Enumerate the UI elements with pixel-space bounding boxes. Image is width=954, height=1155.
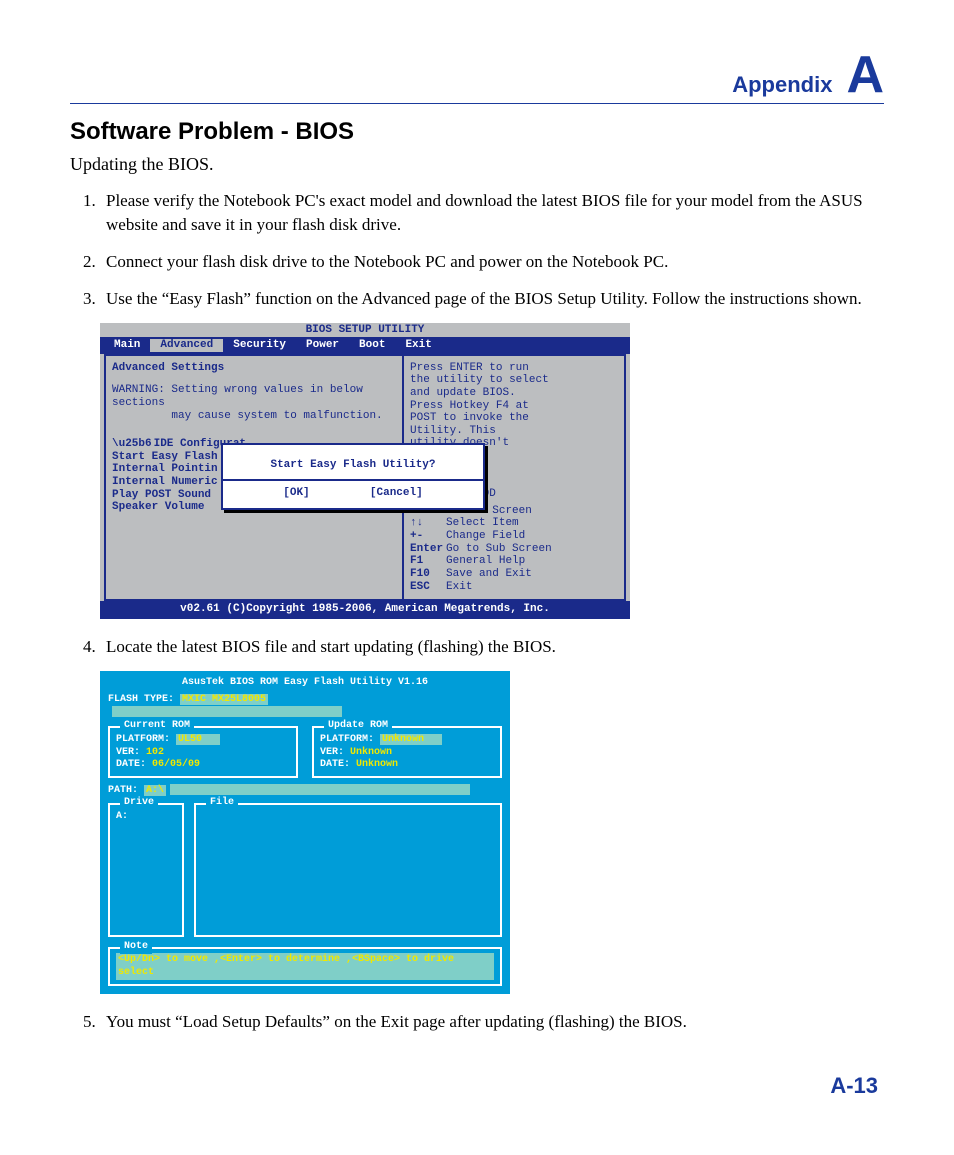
- key-desc: General Help: [446, 555, 525, 567]
- bios-setup-screenshot: BIOS SETUP UTILITY Main Advanced Securit…: [100, 323, 884, 618]
- current-rom-legend: Current ROM: [120, 720, 194, 733]
- help-line: Utility. This: [410, 425, 620, 438]
- plat-label: PLATFORM:: [116, 734, 170, 745]
- note-legend: Note: [120, 941, 152, 954]
- file-box[interactable]: File: [194, 803, 502, 937]
- page-title: Software Problem - BIOS: [70, 118, 884, 146]
- plat-value: UL50: [176, 734, 220, 745]
- ver-label: VER:: [116, 747, 140, 758]
- date-value: 06/05/09: [152, 759, 200, 770]
- key-desc: Save and Exit: [446, 568, 532, 580]
- appendix-label: Appendix: [732, 72, 832, 98]
- page-number: A-13: [830, 1073, 878, 1099]
- key-f1: F1: [410, 555, 446, 568]
- ver-value: Unknown: [350, 747, 392, 758]
- plat-value: Unknown: [380, 734, 442, 745]
- key-desc: Change Field: [446, 530, 525, 542]
- key-desc: Exit: [446, 581, 472, 593]
- flashtype-value: MXIC MX25L8005: [180, 694, 268, 705]
- flash-title: AsusTek BIOS ROM Easy Flash Utility V1.1…: [108, 677, 502, 690]
- help-line: Press ENTER to run: [410, 362, 620, 375]
- menu-security[interactable]: Security: [223, 339, 296, 352]
- help-line: Press Hotkey F4 at: [410, 400, 620, 413]
- step-1: Please verify the Notebook PC's exact mo…: [100, 189, 884, 238]
- key-arrows-ud: ↑↓: [410, 517, 446, 530]
- note-box: Note <Up/Dn> to move ,<Enter> to determi…: [108, 947, 502, 986]
- ver-label: VER:: [320, 747, 344, 758]
- flashtype-label: FLASH TYPE:: [108, 694, 174, 705]
- path-value: A:\: [144, 785, 166, 796]
- key-plusminus: +-: [410, 530, 446, 543]
- step-5: You must “Load Setup Defaults” on the Ex…: [100, 1010, 884, 1035]
- file-legend: File: [206, 797, 238, 810]
- flashtype-bar: [112, 706, 342, 717]
- drive-box[interactable]: Drive A:: [108, 803, 184, 937]
- bios-footer: v02.61 (C)Copyright 1985-2006, American …: [100, 601, 630, 619]
- path-label: PATH:: [108, 785, 138, 796]
- ver-value: 102: [146, 747, 164, 758]
- date-label: DATE:: [320, 759, 350, 770]
- help-line: and update BIOS.: [410, 387, 620, 400]
- menu-boot[interactable]: Boot: [349, 339, 395, 352]
- drive-a[interactable]: A:: [116, 811, 176, 824]
- menu-exit[interactable]: Exit: [395, 339, 441, 352]
- easy-flash-dialog: Start Easy Flash Utility? [OK] [Cancel]: [221, 443, 485, 510]
- cancel-button[interactable]: [Cancel]: [370, 487, 423, 500]
- current-rom-box: Current ROM PLATFORM: UL50 VER: 102 DATE…: [108, 726, 298, 778]
- note-text: <Up/Dn> to move ,<Enter> to determine ,<…: [116, 953, 494, 980]
- page-header: Appendix A: [70, 52, 884, 104]
- key-desc: Go to Sub Screen: [446, 543, 552, 555]
- ok-button[interactable]: [OK]: [283, 487, 309, 500]
- bios-menubar: Main Advanced Security Power Boot Exit: [100, 337, 630, 354]
- update-rom-box: Update ROM PLATFORM: Unknown VER: Unknow…: [312, 726, 502, 778]
- dialog-question: Start Easy Flash Utility?: [223, 445, 483, 480]
- path-bar: [170, 784, 470, 795]
- warning-line2: may cause system to malfunction.: [112, 410, 396, 423]
- date-label: DATE:: [116, 759, 146, 770]
- key-f10: F10: [410, 568, 446, 581]
- menu-main[interactable]: Main: [104, 339, 150, 352]
- step-3: Use the “Easy Flash” function on the Adv…: [100, 287, 884, 312]
- update-rom-legend: Update ROM: [324, 720, 392, 733]
- advanced-settings-heading: Advanced Settings: [112, 362, 396, 375]
- key-esc: ESC: [410, 581, 446, 594]
- appendix-letter: A: [846, 52, 884, 99]
- plat-label: PLATFORM:: [320, 734, 374, 745]
- help-line: POST to invoke the: [410, 412, 620, 425]
- help-line: the utility to select: [410, 374, 620, 387]
- easy-flash-screenshot: AsusTek BIOS ROM Easy Flash Utility V1.1…: [100, 671, 884, 994]
- warning-line1: WARNING: Setting wrong values in below s…: [112, 384, 396, 409]
- triangle-icon: \u25b6: [112, 438, 152, 450]
- bios-title: BIOS SETUP UTILITY: [100, 323, 630, 337]
- key-desc: Select Item: [446, 517, 519, 529]
- step-4: Locate the latest BIOS file and start up…: [100, 635, 884, 660]
- drive-legend: Drive: [120, 797, 158, 810]
- menu-advanced[interactable]: Advanced: [150, 339, 223, 352]
- intro-text: Updating the BIOS.: [70, 154, 884, 175]
- key-enter: Enter: [410, 543, 446, 556]
- menu-power[interactable]: Power: [296, 339, 349, 352]
- step-2: Connect your flash disk drive to the Not…: [100, 250, 884, 275]
- date-value: Unknown: [356, 759, 398, 770]
